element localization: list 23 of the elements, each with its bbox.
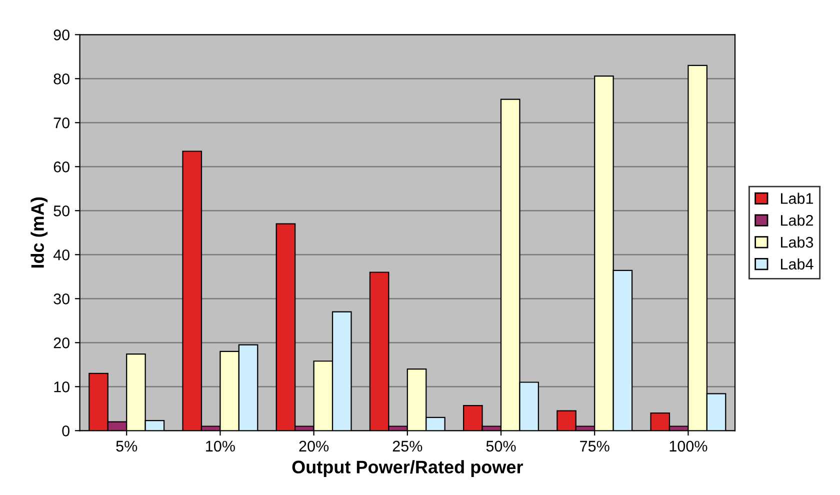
y-tick-label: 20 — [54, 338, 70, 348]
y-tick-label: 10 — [54, 382, 70, 392]
y-axis-title: Idc (mA) — [30, 197, 48, 268]
y-tick-label: 70 — [54, 118, 70, 128]
legend-label: Lab2 — [781, 214, 813, 226]
y-tick-label: 50 — [54, 206, 70, 216]
x-axis-title: Output Power/Rated power — [292, 460, 523, 477]
x-tick-label: 25% — [392, 440, 422, 452]
legend-label: Lab3 — [781, 236, 814, 248]
x-tick-label: 100% — [670, 440, 708, 452]
x-tick-label: 10% — [206, 440, 235, 452]
y-tick-label: 30 — [54, 294, 70, 304]
y-tick-label: 80 — [54, 74, 70, 84]
y-tick-label: 90 — [54, 30, 70, 40]
y-tick-label: 0 — [62, 426, 70, 436]
x-tick-label: 75% — [580, 440, 610, 452]
x-tick-label: 20% — [299, 440, 329, 452]
x-tick-label: 5% — [116, 440, 138, 452]
legend-label: Lab1 — [781, 192, 813, 204]
x-tick-label: 50% — [486, 440, 516, 452]
legend-label: Lab4 — [781, 258, 814, 270]
y-tick-label: 60 — [54, 162, 70, 172]
y-tick-label: 40 — [53, 250, 70, 260]
